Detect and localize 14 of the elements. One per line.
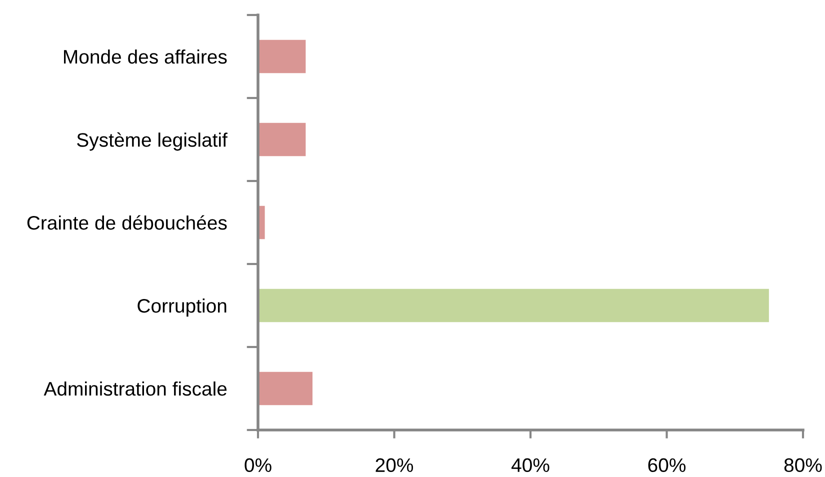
x-tick-label: 60%	[648, 458, 686, 472]
y-tick-label: Système legislatif	[77, 132, 228, 151]
bar	[258, 122, 306, 156]
y-tick-label: Corruption	[138, 298, 226, 317]
bar	[258, 288, 769, 322]
x-tick-label: 80%	[784, 458, 822, 472]
x-tick-label: 0%	[244, 458, 272, 472]
y-tick-label: Crainte de débouchées	[27, 215, 227, 230]
x-tick-label: 40%	[511, 458, 550, 472]
bar	[258, 372, 312, 406]
x-tick-label: 20%	[376, 458, 414, 472]
bar	[258, 40, 306, 74]
y-tick-label: Administration fiscale	[44, 381, 227, 396]
y-tick-label: Monde des affaires	[64, 49, 227, 64]
